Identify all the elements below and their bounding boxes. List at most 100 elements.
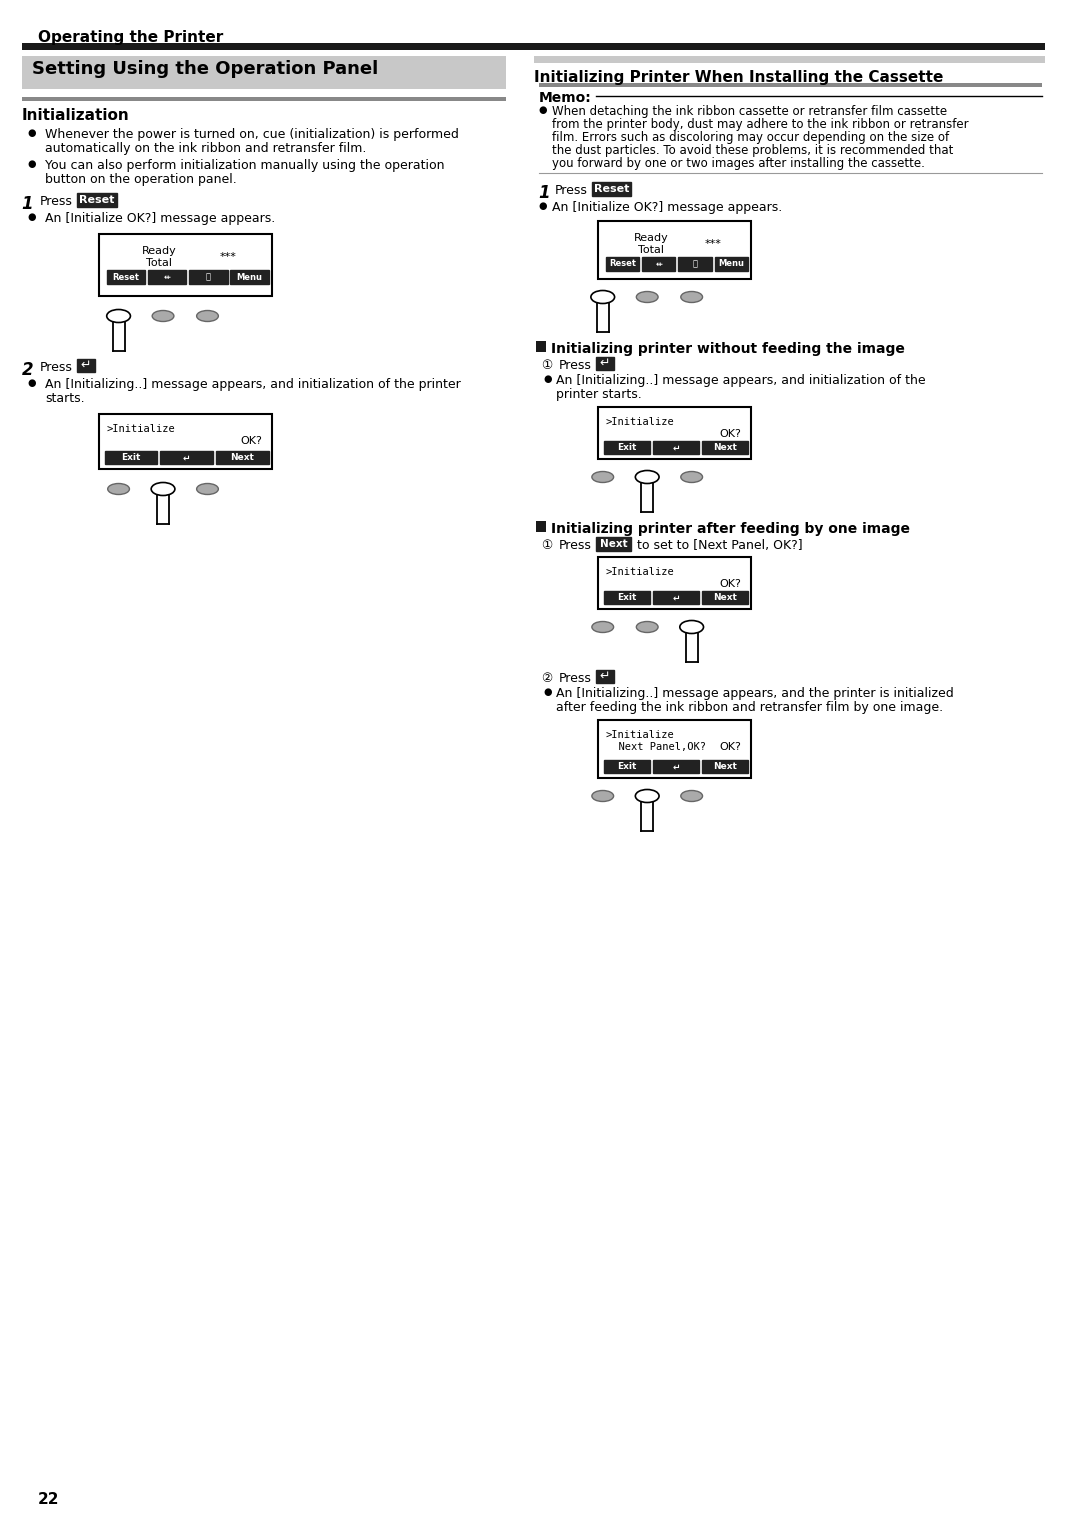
Text: Exit: Exit <box>121 454 140 463</box>
Text: An [Initializing..] message appears, and the printer is initialized: An [Initializing..] message appears, and… <box>556 687 954 699</box>
Text: Press: Press <box>40 195 72 208</box>
Text: ①: ① <box>541 359 553 373</box>
Text: An [Initializing..] message appears, and initialization of the printer: An [Initializing..] message appears, and… <box>45 379 461 391</box>
Text: ***: *** <box>704 240 721 249</box>
Bar <box>536 521 546 531</box>
Ellipse shape <box>679 620 703 634</box>
Ellipse shape <box>151 483 175 495</box>
Ellipse shape <box>197 310 218 322</box>
Bar <box>22 98 505 101</box>
Text: Next: Next <box>713 762 737 771</box>
Text: ●: ● <box>543 374 552 383</box>
Bar <box>230 270 269 284</box>
Text: Setting Using the Operation Panel: Setting Using the Operation Panel <box>31 60 378 78</box>
Bar <box>107 270 145 284</box>
Text: ⇷: ⇷ <box>656 260 662 269</box>
Bar <box>98 414 272 469</box>
Text: Ready: Ready <box>141 246 177 257</box>
Text: OK?: OK? <box>719 429 741 438</box>
Bar <box>702 441 748 454</box>
Text: Exit: Exit <box>617 592 636 602</box>
Bar <box>148 270 186 284</box>
Text: Press: Press <box>554 183 588 197</box>
Text: You can also perform initialization manually using the operation: You can also perform initialization manu… <box>45 159 445 173</box>
Bar <box>189 270 228 284</box>
Ellipse shape <box>592 621 613 632</box>
Bar <box>598 221 751 279</box>
Text: Whenever the power is turned on, cue (initialization) is performed: Whenever the power is turned on, cue (in… <box>45 128 459 140</box>
Bar <box>161 450 213 464</box>
Text: Memo:: Memo: <box>539 92 591 105</box>
Bar <box>604 441 650 454</box>
Text: starts.: starts. <box>45 392 85 405</box>
Text: ↵: ↵ <box>672 443 679 452</box>
Ellipse shape <box>152 310 174 322</box>
Bar <box>22 56 505 89</box>
Text: Next: Next <box>713 443 737 452</box>
Bar <box>606 257 639 270</box>
Bar <box>702 760 748 773</box>
Text: ①: ① <box>541 539 553 551</box>
Text: ●: ● <box>539 105 546 115</box>
Text: 2: 2 <box>22 360 33 379</box>
Text: ↵: ↵ <box>599 670 610 683</box>
Text: Press: Press <box>558 539 591 551</box>
Text: Reset: Reset <box>79 195 114 205</box>
Text: ***: *** <box>220 252 237 263</box>
Bar <box>652 760 699 773</box>
Text: Operating the Printer: Operating the Printer <box>38 31 222 44</box>
Text: When detaching the ink ribbon cassette or retransfer film cassette: When detaching the ink ribbon cassette o… <box>552 105 947 118</box>
Ellipse shape <box>197 484 218 495</box>
Text: 22: 22 <box>38 1492 59 1507</box>
Text: 🔒: 🔒 <box>206 272 211 281</box>
Ellipse shape <box>636 621 658 632</box>
Bar <box>702 591 748 605</box>
Bar <box>598 557 751 609</box>
Text: 1: 1 <box>22 195 33 212</box>
Bar <box>216 450 269 464</box>
Bar <box>596 670 613 683</box>
Text: >Initialize: >Initialize <box>606 730 674 741</box>
Text: Menu: Menu <box>237 272 262 281</box>
Ellipse shape <box>680 791 703 802</box>
Text: Initializing printer after feeding by one image: Initializing printer after feeding by on… <box>552 522 910 536</box>
Text: Press: Press <box>558 359 591 373</box>
Bar <box>678 257 712 270</box>
Text: Next: Next <box>713 592 737 602</box>
Ellipse shape <box>680 292 703 302</box>
Text: ●: ● <box>28 212 36 221</box>
Text: ↵: ↵ <box>672 762 679 771</box>
Text: >Initialize: >Initialize <box>107 425 175 434</box>
Ellipse shape <box>592 472 613 483</box>
Text: button on the operation panel.: button on the operation panel. <box>45 173 238 186</box>
Text: An [Initialize OK?] message appears.: An [Initialize OK?] message appears. <box>45 212 275 224</box>
Bar <box>652 441 699 454</box>
Text: ●: ● <box>543 687 552 696</box>
Text: to set to [Next Panel, OK?]: to set to [Next Panel, OK?] <box>637 539 802 551</box>
Text: Press: Press <box>40 360 72 374</box>
Text: Next Panel,OK?: Next Panel,OK? <box>606 742 705 751</box>
Text: Reset: Reset <box>594 183 630 194</box>
Bar <box>598 721 751 777</box>
Text: Total: Total <box>146 258 173 269</box>
Bar <box>596 357 613 370</box>
Ellipse shape <box>591 290 615 304</box>
Text: ⇷: ⇷ <box>163 272 171 281</box>
Text: An [Initializing..] message appears, and initialization of the: An [Initializing..] message appears, and… <box>556 374 926 386</box>
Text: you forward by one or two images after installing the cassette.: you forward by one or two images after i… <box>552 157 926 169</box>
Text: after feeding the ink ribbon and retransfer film by one image.: after feeding the ink ribbon and retrans… <box>556 701 944 715</box>
Text: Initializing printer without feeding the image: Initializing printer without feeding the… <box>552 342 905 356</box>
Bar <box>98 234 272 296</box>
Bar <box>536 341 546 353</box>
Bar <box>592 182 632 195</box>
Bar <box>77 359 95 373</box>
Text: OK?: OK? <box>719 742 741 751</box>
Text: ●: ● <box>28 159 36 169</box>
Ellipse shape <box>636 292 658 302</box>
Text: Next: Next <box>230 454 255 463</box>
Text: printer starts.: printer starts. <box>556 388 642 402</box>
Text: the dust particles. To avoid these problems, it is recommended that: the dust particles. To avoid these probl… <box>552 144 954 157</box>
Ellipse shape <box>680 472 703 483</box>
Text: ↵: ↵ <box>183 454 190 463</box>
Ellipse shape <box>635 470 659 484</box>
